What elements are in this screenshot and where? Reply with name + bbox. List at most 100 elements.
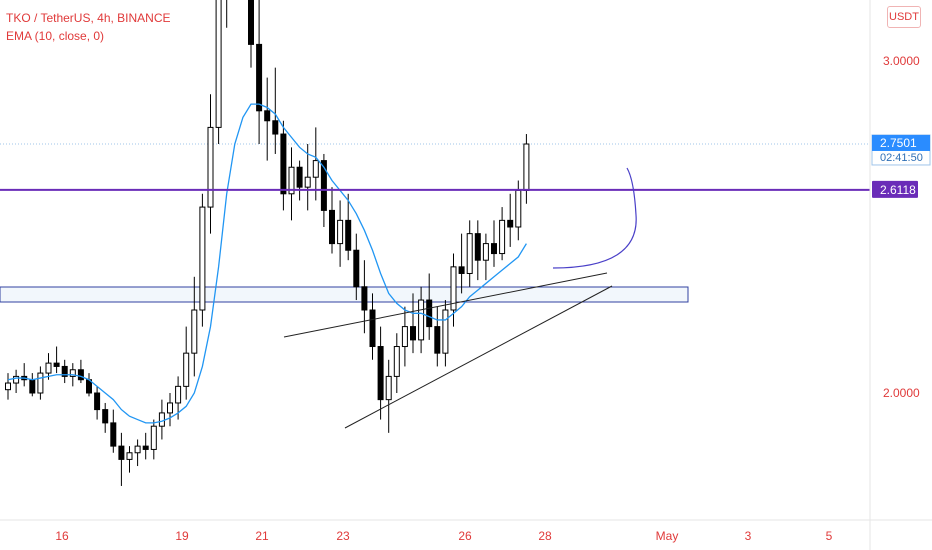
candle-body: [401, 326, 408, 348]
candle: [458, 233, 465, 294]
candle-body: [280, 133, 287, 195]
candle-body: [434, 326, 441, 354]
candle: [426, 273, 433, 340]
candle-body: [118, 445, 125, 460]
candle-body: [393, 346, 400, 377]
ema-indicator-label[interactable]: EMA (10, close, 0): [6, 29, 105, 43]
candle-body: [450, 266, 457, 311]
symbol-label[interactable]: TKO / TetherUS, 4h, BINANCE: [6, 11, 171, 25]
candle: [312, 127, 319, 201]
candle: [191, 276, 198, 377]
candle-body: [5, 382, 11, 391]
candle: [126, 446, 133, 473]
candle-body: [515, 189, 522, 228]
price-tick-label: 3.0000: [883, 54, 920, 68]
candle: [280, 120, 287, 211]
candle-body: [45, 362, 52, 374]
candle: [53, 346, 60, 374]
candle: [61, 359, 68, 384]
candle-body: [320, 160, 327, 211]
candle: [329, 187, 335, 254]
candle-body: [102, 409, 109, 424]
candle: [353, 233, 360, 301]
candles-layer: [5, 0, 530, 486]
candle-body: [37, 372, 44, 394]
price-axis[interactable]: 4.00003.50003.00002.00001.50003.40482.75…: [869, 0, 931, 550]
candle-body: [304, 176, 311, 188]
candle: [134, 439, 141, 467]
candle-body: [458, 266, 465, 274]
candle: [296, 160, 303, 201]
candle-body: [337, 219, 344, 245]
candle: [369, 293, 376, 360]
candle: [466, 220, 473, 287]
candle: [199, 193, 206, 327]
candle: [410, 293, 416, 354]
currency-button[interactable]: USDT: [887, 6, 921, 28]
bar-countdown-label: 02:41:50: [880, 152, 923, 164]
candle-body: [507, 219, 514, 228]
candle-body: [442, 309, 449, 354]
time-axis[interactable]: 16 19 21 23 26 28 May 3 5: [0, 519, 932, 543]
candle-body: [377, 346, 384, 401]
candle: [482, 233, 489, 281]
candle: [13, 369, 20, 393]
candle-body: [69, 369, 76, 377]
candle-body: [175, 385, 182, 404]
candle: [226, 0, 228, 28]
candle: [102, 402, 109, 433]
candle-body: [264, 110, 271, 122]
candle-body: [77, 369, 84, 381]
time-tick-label: May: [656, 529, 679, 543]
candle-body: [523, 143, 530, 191]
candle: [361, 260, 368, 334]
candle: [288, 147, 295, 221]
candle: [442, 300, 449, 367]
candle-body: [272, 120, 279, 135]
candle-body: [248, 0, 254, 45]
candle: [474, 220, 481, 281]
candle-body: [466, 233, 473, 274]
wedge-lower-trendline: [344, 285, 613, 429]
candle-body: [296, 166, 303, 188]
candle-body: [110, 422, 117, 447]
support-tag: [872, 180, 918, 198]
candle: [158, 399, 165, 440]
candle-body: [199, 206, 206, 311]
candle: [345, 193, 352, 261]
candle-body: [361, 286, 368, 311]
candle-body: [499, 219, 506, 255]
candle: [207, 94, 214, 234]
candle: [337, 200, 344, 267]
time-tick-label: 3: [745, 529, 752, 543]
candle-body: [345, 219, 352, 251]
candle-body: [167, 402, 173, 414]
candle: [118, 432, 125, 486]
wedge-upper-trendline: [283, 272, 608, 338]
candle-body: [426, 299, 433, 328]
ema-line: [7, 103, 527, 424]
candle: [523, 134, 530, 204]
projection-curve: [552, 167, 637, 269]
last-price-tag-label: 2.7501: [880, 136, 917, 150]
candle: [183, 326, 190, 400]
candle-body: [329, 209, 335, 245]
candle: [45, 353, 52, 380]
candle: [507, 193, 514, 247]
candle-body: [158, 412, 165, 427]
support-tag-label: 2.6118: [880, 183, 916, 197]
candle-body: [215, 0, 222, 128]
candle-body: [29, 379, 36, 394]
time-tick-label: 19: [175, 529, 189, 543]
last-price-tag: [872, 134, 930, 151]
candle: [450, 253, 457, 327]
candle-body: [126, 452, 133, 460]
candle-body: [183, 352, 190, 387]
candle-body: [134, 445, 141, 454]
candle: [272, 67, 279, 154]
candle: [491, 220, 497, 267]
candle: [499, 207, 506, 261]
candle-body: [150, 425, 157, 450]
candle: [401, 306, 408, 367]
